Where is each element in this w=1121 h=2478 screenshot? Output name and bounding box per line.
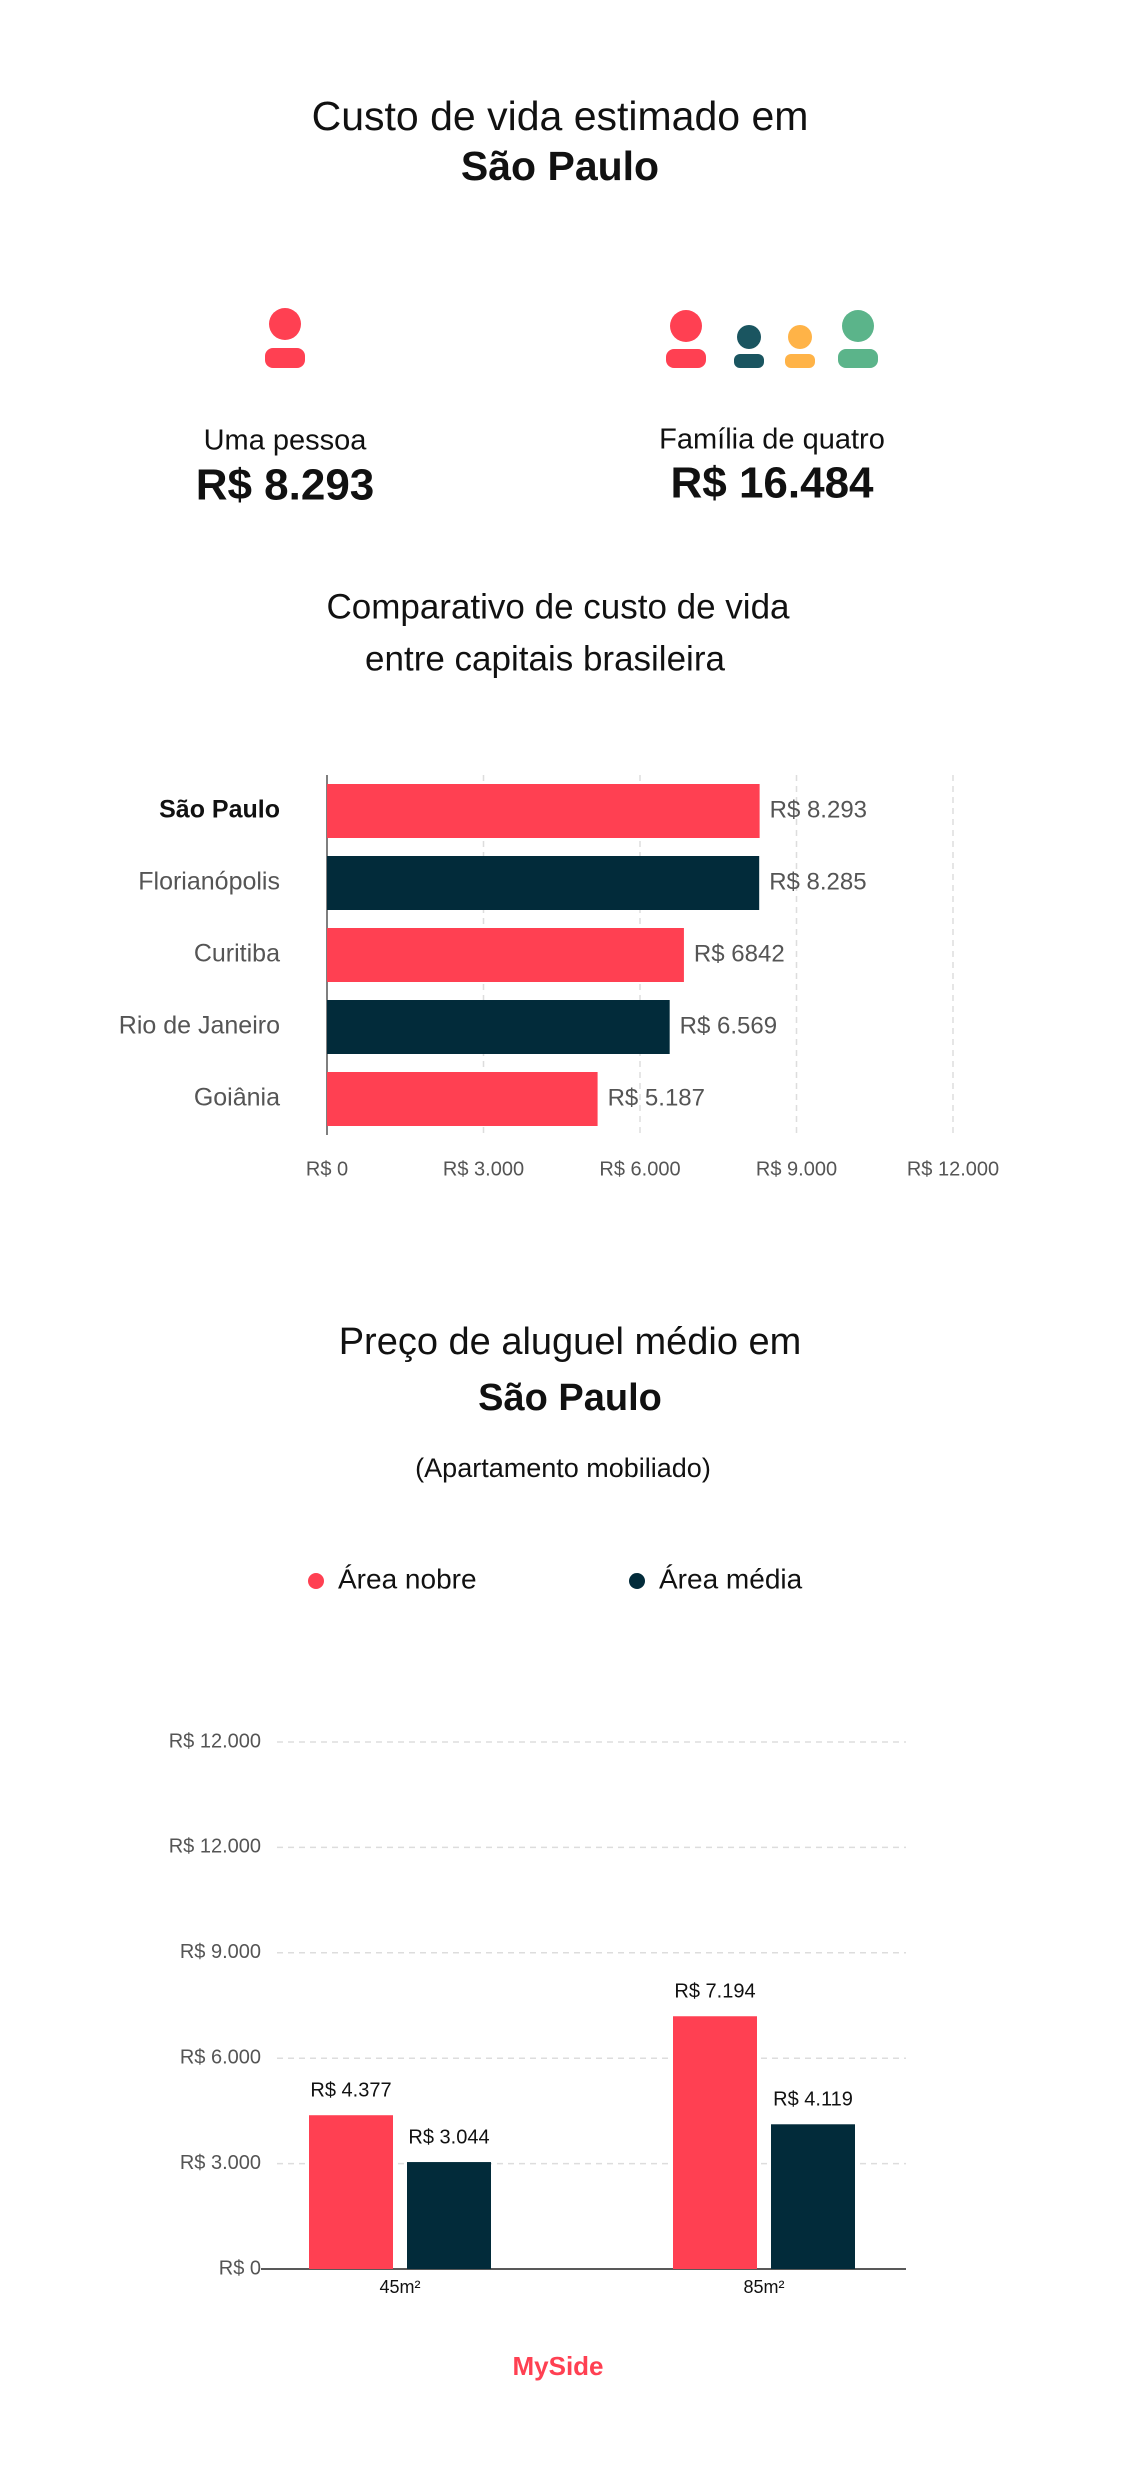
- bar: [327, 784, 760, 838]
- x-tick-label: R$ 9.000: [756, 1158, 837, 1180]
- value-label: R$ 6842: [694, 940, 785, 967]
- x-tick-label: R$ 12.000: [907, 1158, 999, 1180]
- value-label: R$ 4.377: [310, 2080, 391, 2102]
- family-icon: [666, 310, 878, 368]
- bar: [327, 1000, 670, 1054]
- stat-label: Uma pessoa: [204, 425, 368, 457]
- chart-title: Comparativo de custo de vida: [326, 587, 790, 626]
- stat-label: Família de quatro: [659, 424, 885, 456]
- chart-subtitle: entre capitais brasileira: [365, 639, 725, 678]
- y-tick-label: R$ 12.000: [169, 1730, 261, 1752]
- y-tick-label: R$ 6.000: [180, 2046, 261, 2068]
- single-icon: [265, 308, 305, 368]
- logo: MySide: [512, 2351, 603, 2381]
- value-label: R$ 7.194: [674, 1981, 755, 2003]
- y-tick-label: R$ 3.000: [180, 2152, 261, 2174]
- legend-dot: [308, 1573, 324, 1589]
- bar: [309, 2115, 393, 2269]
- stat-value: R$ 16.484: [670, 459, 874, 508]
- value-label: R$ 3.044: [408, 2126, 489, 2148]
- bar: [327, 1072, 598, 1126]
- chart-subtitle: São Paulo: [478, 1377, 662, 1419]
- y-tick-label: R$ 0: [219, 2257, 261, 2279]
- legend-label: Área média: [659, 1563, 803, 1594]
- value-label: R$ 8.285: [769, 868, 866, 895]
- bar: [327, 928, 684, 982]
- y-tick-label: R$ 12.000: [169, 1836, 261, 1858]
- value-label: R$ 6.569: [680, 1012, 777, 1039]
- x-tick-label: 85m²: [743, 2277, 784, 2297]
- category-label: Rio de Janeiro: [119, 1012, 280, 1040]
- stat-value: R$ 8.293: [196, 461, 375, 510]
- category-label: São Paulo: [159, 796, 280, 824]
- y-tick-label: R$ 9.000: [180, 1941, 261, 1963]
- category-label: Florianópolis: [138, 868, 280, 896]
- value-label: R$ 4.119: [773, 2089, 853, 2111]
- x-tick-label: R$ 3.000: [443, 1158, 524, 1180]
- value-label: R$ 5.187: [608, 1084, 705, 1111]
- value-label: R$ 8.293: [770, 796, 867, 823]
- legend-label: Área nobre: [338, 1563, 477, 1594]
- chart-title: Preço de aluguel médio em: [339, 1321, 802, 1363]
- x-tick-label: 45m²: [379, 2277, 420, 2297]
- legend-dot: [629, 1573, 645, 1589]
- bar: [327, 856, 760, 910]
- page-title: Custo de vida estimado em: [312, 93, 809, 139]
- bar: [407, 2162, 491, 2269]
- category-label: Curitiba: [194, 940, 280, 968]
- x-tick-label: R$ 0: [306, 1158, 348, 1180]
- page-city: São Paulo: [461, 143, 659, 189]
- bar: [673, 2016, 757, 2269]
- chart-note: (Apartamento mobiliado): [415, 1453, 711, 1483]
- bar: [771, 2124, 855, 2269]
- category-label: Goiânia: [194, 1084, 280, 1112]
- x-tick-label: R$ 6.000: [599, 1158, 680, 1180]
